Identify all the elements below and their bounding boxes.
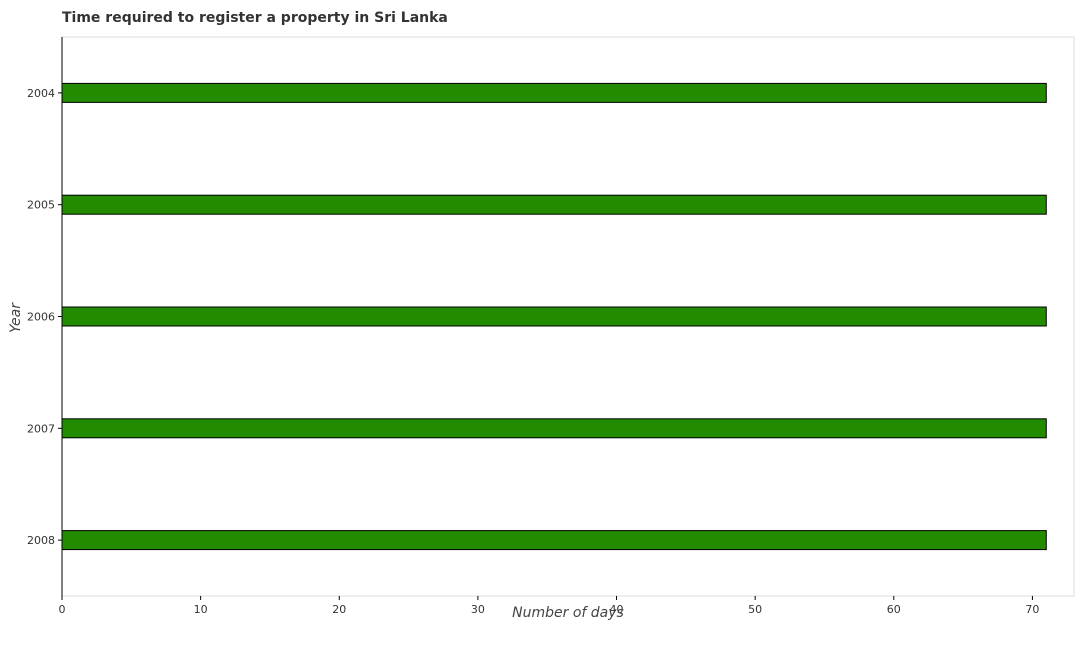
y-axis-label: Year <box>8 302 24 333</box>
bar-2007 <box>61 418 1047 439</box>
x-tick-label-50: 50 <box>748 603 762 616</box>
axes-layer: 2004 2005 2006 2007 2008 0 10 20 30 40 50 60 70 <box>27 36 1075 616</box>
y-tick-label-2007: 2007 <box>27 422 55 435</box>
y-tick-label-2006: 2006 <box>27 311 55 324</box>
x-tick-label-20: 20 <box>332 603 346 616</box>
bar-2005 <box>61 194 1047 215</box>
chart-title: Time required to register a property in … <box>62 10 448 26</box>
y-tick-label-2008: 2008 <box>27 534 55 547</box>
x-tick-label-30: 30 <box>471 603 485 616</box>
bars-layer <box>61 82 1047 551</box>
bar-2008 <box>61 530 1047 551</box>
x-axis-label: Number of days <box>512 605 624 621</box>
bar-2004 <box>61 82 1047 103</box>
bar-2006 <box>61 306 1047 327</box>
x-tick-label-70: 70 <box>1025 603 1039 616</box>
x-tick-label-60: 60 <box>887 603 901 616</box>
y-tick-label-2004: 2004 <box>27 87 55 100</box>
x-tick-label-40: 40 <box>610 603 624 616</box>
x-tick-label-10: 10 <box>194 603 208 616</box>
x-tick-label-0: 0 <box>59 603 66 616</box>
y-tick-label-2005: 2005 <box>27 199 55 212</box>
